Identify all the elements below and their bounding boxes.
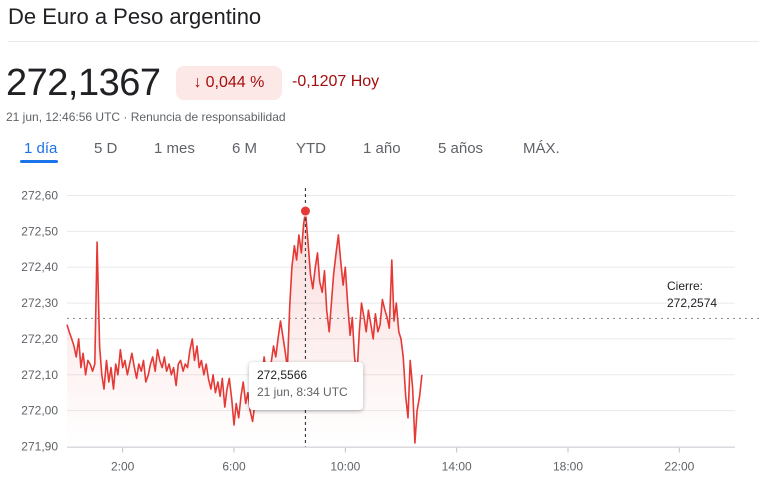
price-area-fill <box>67 211 422 447</box>
highlight-point <box>299 205 311 217</box>
y-tick-label: 272,00 <box>21 404 58 418</box>
y-tick-label: 271,90 <box>21 440 58 454</box>
tab-ytd[interactable]: YTD <box>296 140 326 157</box>
change-absolute: -0,1207 Hoy <box>292 73 380 90</box>
close-label-value: 272,2574 <box>667 296 718 310</box>
timestamp: 21 jun, 12:46:56 UTC <box>6 110 121 124</box>
arrow-down-icon: ↓ <box>193 74 202 91</box>
tooltip-value: 272,5566 <box>257 368 308 382</box>
y-tick-label: 272,20 <box>21 332 58 346</box>
tab-1-year[interactable]: 1 año <box>363 140 401 157</box>
separator-dot: · <box>123 110 128 124</box>
y-tick-label: 272,10 <box>21 368 58 382</box>
price-line <box>66 210 423 444</box>
close-label-text: Cierre: <box>667 279 704 293</box>
change-percent-badge: ↓ 0,044 % <box>176 66 282 100</box>
timestamp-line: 21 jun, 12:46:56 UTC · Renuncia de respo… <box>6 110 286 124</box>
change-percent-value: 0,044 % <box>205 74 265 91</box>
tab-max[interactable]: MÁX. <box>523 140 560 157</box>
active-tab-indicator <box>20 160 58 163</box>
page-title: De Euro a Peso argentino <box>8 4 262 29</box>
hover-tooltip: 272,5566 21 jun, 8:34 UTC <box>249 362 363 410</box>
tab-6-months[interactable]: 6 M <box>232 140 258 157</box>
x-tick-label: 2:00 <box>111 460 135 474</box>
x-tick-label: 6:00 <box>222 460 246 474</box>
price-chart[interactable]: 272,60 272,50 272,40 272,30 272,20 272,10 272,… <box>0 180 759 480</box>
y-tick-label: 272,40 <box>21 260 58 274</box>
x-tick-label: 14:00 <box>442 460 472 474</box>
tab-1-month[interactable]: 1 mes <box>154 140 195 157</box>
disclaimer-link[interactable]: Renuncia de responsabilidad <box>130 110 286 124</box>
tab-1-day[interactable]: 1 día <box>24 140 58 157</box>
header-divider <box>8 41 759 42</box>
current-price: 272,1367 <box>6 62 161 104</box>
tab-5-days[interactable]: 5 D <box>94 140 118 157</box>
y-tick-label: 272,60 <box>21 189 58 203</box>
y-tick-label: 272,30 <box>21 296 58 310</box>
previous-close-label: Cierre: 272,2574 <box>667 278 717 312</box>
y-tick-label: 272,50 <box>21 224 58 238</box>
tab-5-years[interactable]: 5 años <box>438 140 484 157</box>
tooltip-time: 21 jun, 8:34 UTC <box>257 385 348 399</box>
x-tick-label: 22:00 <box>664 460 694 474</box>
x-tick-label: 10:00 <box>330 460 360 474</box>
x-tick-label: 18:00 <box>553 460 583 474</box>
